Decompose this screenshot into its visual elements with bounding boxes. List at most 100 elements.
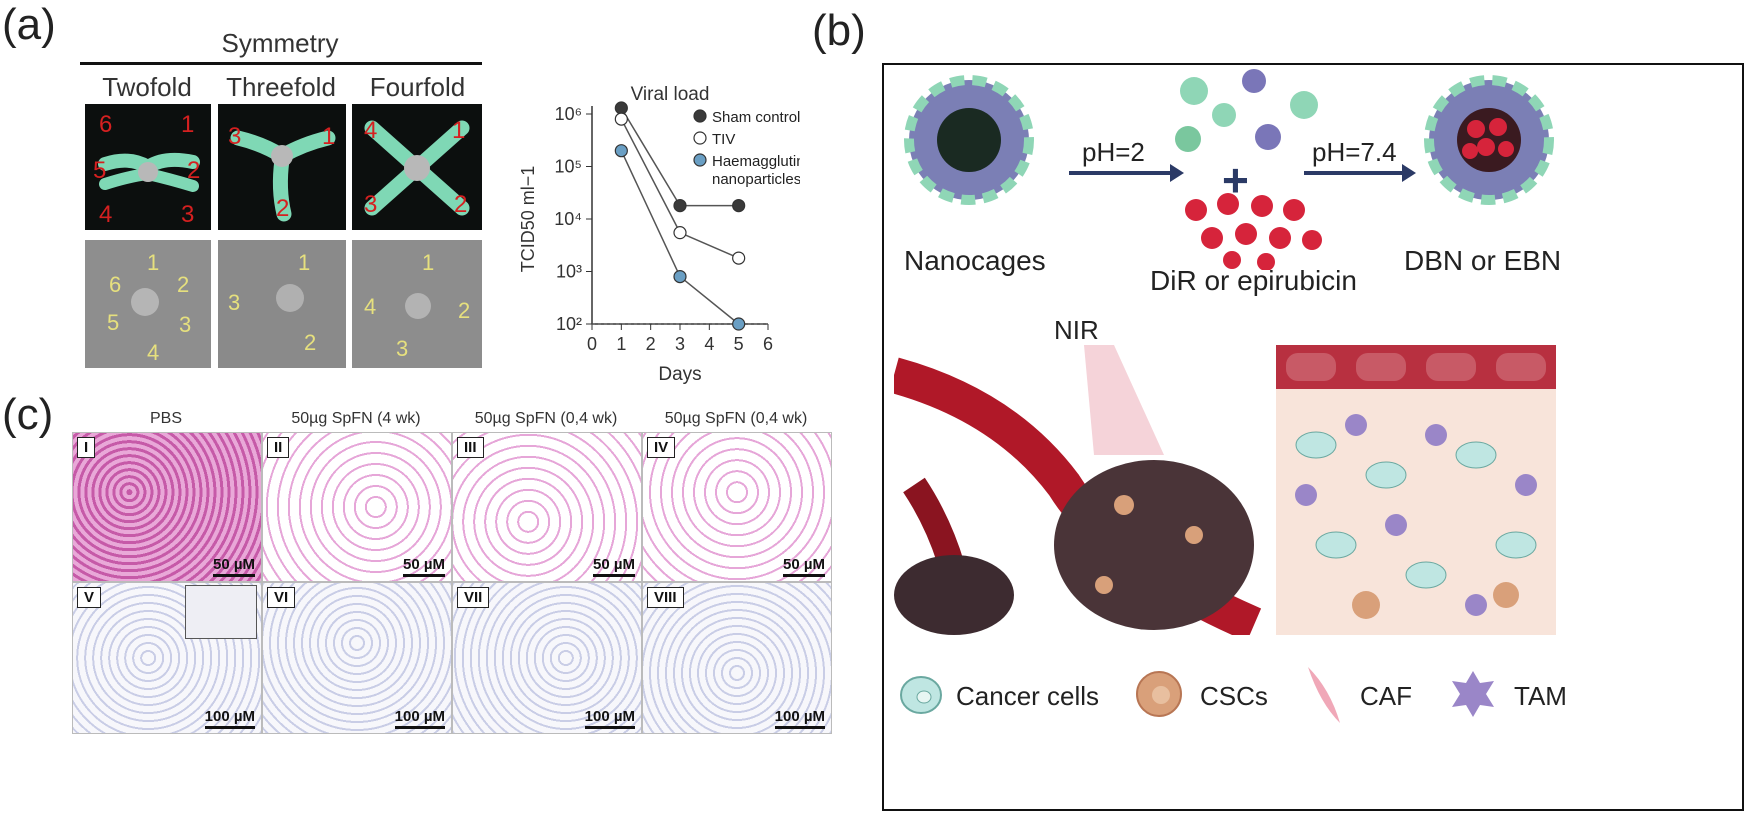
threefold-em-image: 1 3 2 bbox=[218, 240, 346, 368]
y-tick-label: 10² bbox=[556, 314, 582, 334]
svg-text:3: 3 bbox=[364, 191, 377, 218]
legend-marker-2 bbox=[693, 153, 707, 167]
panel-c-letter: (c) bbox=[2, 390, 54, 439]
ph2-label: pH=2 bbox=[1082, 137, 1145, 167]
header-spfn-4wk: 50µg SpFN (4 wk) bbox=[291, 410, 421, 427]
y-tick-label: 10⁵ bbox=[555, 157, 582, 177]
legend-cscs: CSCs bbox=[1200, 681, 1268, 711]
arrowhead-ph2 bbox=[1170, 164, 1184, 182]
histology-panel-2: II 50 µM bbox=[262, 432, 452, 582]
ph74-label: pH=7.4 bbox=[1312, 137, 1397, 167]
drug-label: DiR or epirubicin bbox=[1150, 265, 1357, 296]
microenvironment-illustration bbox=[1276, 345, 1556, 635]
svg-text:2: 2 bbox=[454, 191, 467, 218]
svg-text:2: 2 bbox=[304, 330, 316, 355]
viral-load-chart: Viral load 10² 10³ 10⁴ 10⁵ 10⁶ 0 1 2 3 4 5 6 Days TCID… bbox=[518, 84, 800, 385]
svg-text:6: 6 bbox=[99, 111, 112, 138]
loaded-nanocage-graphic bbox=[1424, 75, 1554, 205]
header-spfn-04wk-a: 50µg SpFN (0,4 wk) bbox=[474, 410, 618, 427]
svg-text:1: 1 bbox=[322, 123, 335, 150]
legend-marker-0 bbox=[693, 109, 707, 123]
svg-text:1: 1 bbox=[181, 111, 194, 138]
svg-text:4: 4 bbox=[364, 294, 376, 319]
legend-marker-1 bbox=[693, 131, 707, 145]
histology-panel-5: V 100 µM bbox=[72, 582, 262, 734]
panel-label-v: V bbox=[77, 587, 102, 608]
scale-bar-viii: 100 µM bbox=[775, 708, 825, 729]
legend-caf: CAF bbox=[1360, 681, 1412, 711]
svg-text:5: 5 bbox=[93, 157, 106, 184]
chart-title: Viral load bbox=[631, 84, 710, 105]
histology-panel-4: IV 50 µM bbox=[642, 432, 832, 582]
x-tick-label: 6 bbox=[763, 334, 773, 354]
scale-bar-v: 100 µM bbox=[205, 708, 255, 729]
scale-bar-ii: 50 µM bbox=[403, 556, 445, 577]
scale-bar-iv: 50 µM bbox=[783, 556, 825, 577]
svg-text:3: 3 bbox=[181, 201, 194, 228]
svg-text:4: 4 bbox=[364, 117, 377, 144]
svg-text:1: 1 bbox=[422, 250, 434, 275]
data-point-0-0 bbox=[614, 101, 628, 115]
fourfold-model-image: 4 1 3 2 bbox=[352, 104, 482, 230]
svg-text:4: 4 bbox=[147, 340, 159, 365]
legend-label-1: TIV bbox=[712, 131, 735, 148]
svg-text:2: 2 bbox=[187, 157, 200, 184]
svg-text:2: 2 bbox=[276, 195, 289, 222]
x-tick-label: 3 bbox=[675, 334, 685, 354]
twofold-em-image: 6 1 2 5 34 bbox=[85, 240, 211, 368]
panel-label-iii: III bbox=[457, 437, 484, 458]
x-tick-label: 2 bbox=[646, 334, 656, 354]
svg-text:3: 3 bbox=[396, 336, 408, 361]
svg-text:1: 1 bbox=[452, 117, 465, 144]
scale-bar-i: 50 µM bbox=[213, 556, 255, 577]
caf-icon bbox=[1308, 667, 1340, 723]
subunits-graphic bbox=[1175, 69, 1318, 152]
histology-panel-3: III 50 µM bbox=[452, 432, 642, 582]
panel-label-viii: VIII bbox=[647, 587, 684, 608]
legend-label-2: Haemagglutininnanoparticles bbox=[712, 153, 800, 188]
tumor-illustration bbox=[894, 345, 1262, 635]
symmetry-rule bbox=[80, 62, 482, 65]
svg-text:4: 4 bbox=[99, 201, 112, 228]
histology-panel-6: VI 100 µM bbox=[262, 582, 452, 734]
panel-label-iv: IV bbox=[647, 437, 676, 458]
svg-text:6: 6 bbox=[109, 272, 121, 297]
x-tick-label: 1 bbox=[616, 334, 626, 354]
column-threefold: Threefold bbox=[226, 72, 336, 102]
panel-b-frame: Nanocages pH=2 + DiR or epirubicin pH=7.… bbox=[882, 63, 1744, 811]
panel-label-ii: II bbox=[267, 437, 290, 458]
arrowhead-ph74 bbox=[1402, 164, 1416, 182]
legend-tam: TAM bbox=[1514, 681, 1567, 711]
scale-bar-vii: 100 µM bbox=[585, 708, 635, 729]
product-label: DBN or EBN bbox=[1404, 245, 1562, 276]
legend-cancer-cells: Cancer cells bbox=[956, 681, 1100, 711]
legend-label-0: Sham control bbox=[712, 109, 800, 126]
data-point-1-1 bbox=[673, 226, 687, 240]
svg-text:3: 3 bbox=[228, 123, 241, 150]
header-pbs: PBS bbox=[149, 410, 182, 427]
nanocage-graphic bbox=[904, 75, 1034, 205]
symmetry-title: Symmetry bbox=[221, 28, 339, 58]
scale-bar-iii: 50 µM bbox=[593, 556, 635, 577]
arrow-ph74 bbox=[1304, 171, 1404, 175]
x-axis-label: Days bbox=[658, 364, 701, 385]
csc-icon bbox=[1136, 671, 1182, 717]
panel-label-vii: VII bbox=[457, 587, 490, 608]
column-fourfold: Fourfold bbox=[369, 72, 466, 102]
svg-text:1: 1 bbox=[298, 250, 310, 275]
svg-text:3: 3 bbox=[179, 312, 191, 337]
y-tick-label: 10⁶ bbox=[555, 104, 582, 124]
svg-text:3: 3 bbox=[228, 290, 240, 315]
threefold-model-image: 3 1 2 bbox=[218, 104, 346, 230]
histology-panel-7: VII 100 µM bbox=[452, 582, 642, 734]
data-point-2-2 bbox=[732, 317, 746, 331]
twofold-model-image: 6 1 5 2 4 3 bbox=[85, 104, 211, 230]
cancer-cell-icon bbox=[900, 676, 942, 714]
data-point-2-1 bbox=[673, 269, 687, 284]
y-tick-label: 10⁴ bbox=[554, 209, 582, 229]
panel-a-letter: (a) bbox=[2, 0, 56, 49]
scale-bar-vi: 100 µM bbox=[395, 708, 445, 729]
tam-icon bbox=[1452, 671, 1494, 717]
svg-text:2: 2 bbox=[177, 272, 189, 297]
drug-spheres-graphic bbox=[1185, 193, 1322, 270]
